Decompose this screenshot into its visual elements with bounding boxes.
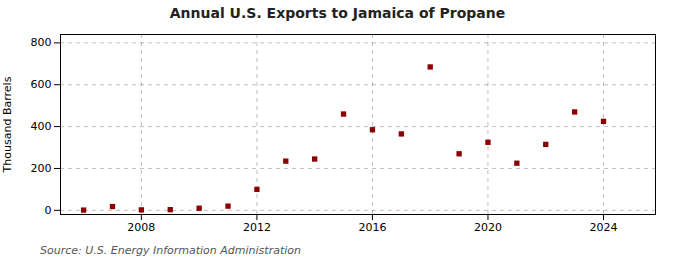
svg-text:0: 0 (45, 204, 52, 217)
svg-text:2020: 2020 (474, 221, 502, 234)
svg-text:2024: 2024 (590, 221, 618, 234)
svg-text:400: 400 (31, 120, 52, 133)
html-text:Source: U.S. Energy Informatio: Source: U.S. Energy Information Administ… (40, 244, 301, 257)
svg-text:200: 200 (31, 162, 52, 175)
html-text:Annual U.S. Exports to Jamaica: Annual U.S. Exports to Jamaica of Propan… (169, 5, 506, 21)
svg-text:Thousand Barrels: Thousand Barrels (1, 76, 14, 173)
svg-text:2012: 2012 (243, 221, 271, 234)
svg-text:800: 800 (31, 36, 52, 49)
svg-text:2016: 2016 (358, 221, 386, 234)
svg-text:2008: 2008 (127, 221, 155, 234)
svg-text:600: 600 (31, 78, 52, 91)
